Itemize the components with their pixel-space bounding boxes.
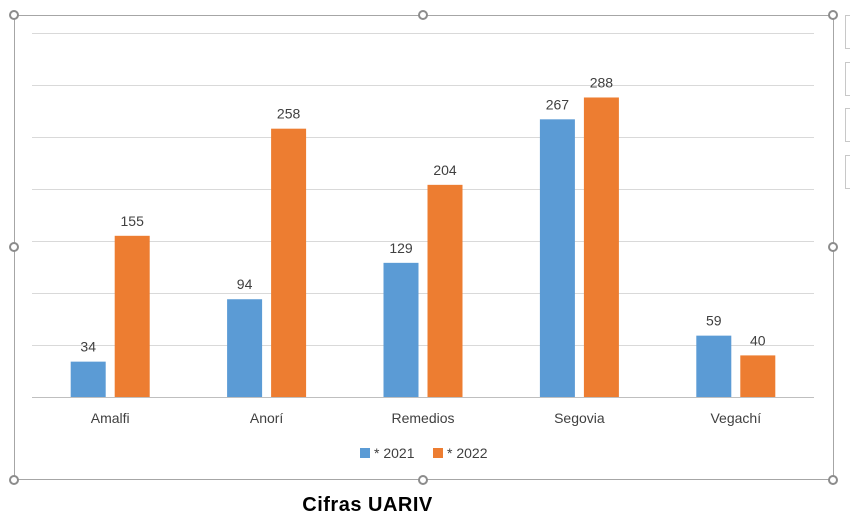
- data-label: 94: [237, 276, 253, 292]
- bar-series2: [271, 128, 307, 397]
- resize-handle-bottom-right[interactable]: [828, 475, 838, 485]
- legend-label: * 2022: [447, 445, 488, 461]
- resize-handle-top-middle[interactable]: [418, 10, 428, 20]
- data-label: 267: [546, 96, 570, 112]
- data-label: 129: [389, 240, 413, 256]
- data-label: 59: [706, 313, 722, 329]
- data-label: 155: [121, 213, 145, 229]
- bar-series2: [740, 355, 776, 397]
- chart-styles-button[interactable]: [845, 62, 850, 96]
- bar-series1: [383, 262, 419, 397]
- bar-series1: [696, 335, 732, 397]
- x-tick-label: Vegachí: [710, 410, 761, 426]
- chart-elements-button[interactable]: [845, 15, 850, 49]
- caption: Cifras UARIV: [302, 494, 433, 516]
- data-label: 34: [80, 339, 96, 355]
- resize-handle-bottom-middle[interactable]: [418, 475, 428, 485]
- resize-handle-middle-right[interactable]: [828, 242, 838, 252]
- legend-swatch: [360, 448, 370, 458]
- chart-filters-button[interactable]: [845, 108, 850, 142]
- bar-series1: [227, 299, 263, 397]
- resize-handle-top-left[interactable]: [9, 10, 19, 20]
- data-label: 40: [750, 332, 766, 348]
- x-tick-label: Anorí: [250, 410, 284, 426]
- x-tick-label: Remedios: [391, 410, 454, 426]
- data-label: 258: [277, 106, 301, 122]
- chart-options-button[interactable]: [845, 155, 850, 189]
- resize-handle-top-right[interactable]: [828, 10, 838, 20]
- legend-swatch: [433, 448, 443, 458]
- x-tick-label: Amalfi: [91, 410, 130, 426]
- resize-handle-middle-left[interactable]: [9, 242, 19, 252]
- bar-series2: [427, 184, 463, 397]
- bar-series1: [70, 361, 106, 397]
- bar-series1: [539, 119, 575, 397]
- x-tick-label: Segovia: [554, 410, 605, 426]
- resize-handle-bottom-left[interactable]: [9, 475, 19, 485]
- bar-series2: [114, 235, 150, 397]
- bar-series2: [583, 97, 619, 397]
- legend-label: * 2021: [374, 445, 415, 461]
- data-label: 288: [590, 74, 614, 90]
- data-label: 204: [433, 162, 457, 178]
